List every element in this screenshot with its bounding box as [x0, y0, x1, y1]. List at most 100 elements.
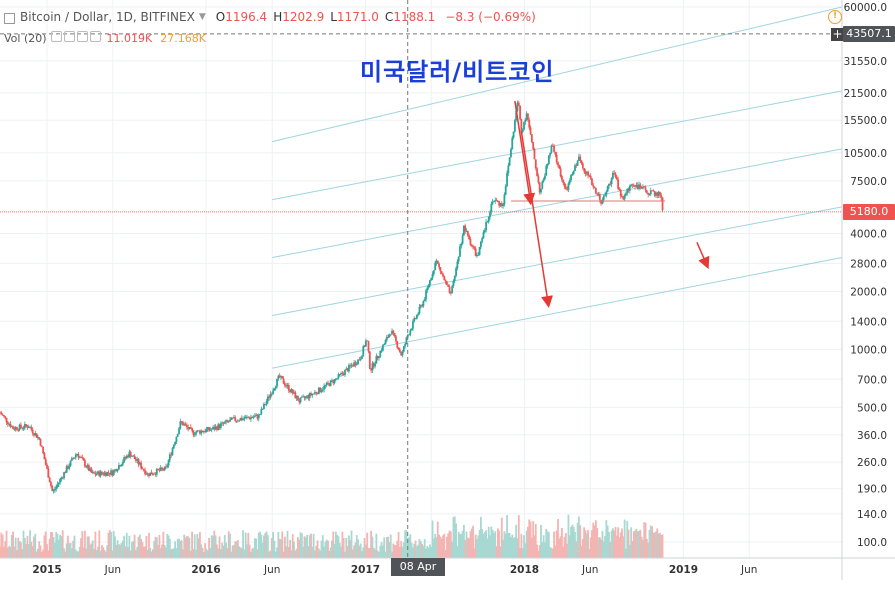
volume-bar — [503, 531, 506, 558]
volume-bar — [592, 522, 595, 558]
volume-bar — [272, 532, 275, 558]
candle-body — [172, 444, 175, 449]
volume-bar — [400, 541, 403, 558]
candle-body — [440, 271, 443, 274]
price-series — [0, 100, 664, 494]
volume-bar — [362, 547, 365, 558]
volume-bar — [1, 534, 4, 558]
volume-bar — [153, 541, 156, 558]
candle-body — [395, 336, 397, 342]
candle-body — [525, 113, 528, 120]
candle-body — [82, 458, 85, 461]
candle-body — [477, 254, 480, 256]
collapse-legend-button[interactable] — [4, 13, 15, 24]
candle-body — [435, 260, 438, 264]
volume-bar — [56, 533, 59, 558]
candle-body — [568, 180, 571, 184]
candle-body — [657, 191, 660, 196]
candle-body — [12, 426, 14, 430]
volume-bar — [63, 548, 65, 558]
candle-body — [346, 368, 349, 372]
candle-body — [451, 286, 454, 294]
candle-body — [354, 362, 357, 365]
candle-body — [461, 235, 464, 244]
volume-bar — [615, 535, 618, 558]
candle-body — [320, 390, 323, 392]
volume-bar — [120, 542, 123, 558]
volume-bar — [218, 536, 221, 558]
volume-bar — [42, 549, 45, 558]
volume-bar — [256, 549, 259, 558]
volume-bar — [89, 544, 92, 558]
volume-bar — [468, 538, 471, 558]
candle-body — [534, 159, 537, 169]
candle-body — [115, 469, 118, 472]
candle-body — [604, 195, 606, 197]
volume-bar — [353, 545, 356, 558]
candle-body — [344, 369, 346, 375]
candle-body — [507, 165, 510, 174]
volume-bar — [97, 546, 99, 558]
volume-bar — [264, 532, 267, 558]
volume-bar — [550, 547, 553, 558]
volume-bar — [333, 543, 336, 558]
volume-bar — [179, 540, 182, 558]
delete-icon[interactable] — [76, 31, 88, 42]
volume-bar — [564, 533, 567, 558]
candle-body — [209, 429, 212, 431]
candle-body — [625, 193, 627, 196]
settings-icon[interactable] — [63, 31, 75, 42]
volume-bar — [372, 547, 375, 558]
candle-body — [402, 346, 405, 352]
candle-body — [661, 197, 664, 211]
volume-bar — [18, 541, 21, 558]
candle-body — [376, 355, 379, 359]
volume-bar — [158, 535, 161, 558]
volume-bar — [485, 530, 488, 558]
eye-icon[interactable] — [50, 31, 62, 42]
candle-body — [125, 455, 128, 459]
volume-bar — [413, 543, 416, 558]
candle-body — [86, 465, 89, 468]
volume-bar — [315, 545, 318, 558]
volume-bar — [243, 549, 246, 558]
candle-body — [272, 390, 275, 395]
candle-body — [157, 468, 160, 470]
volume-bar — [286, 530, 289, 558]
candle-body — [176, 434, 179, 437]
volume-bar — [534, 524, 537, 558]
candle-body — [541, 181, 544, 189]
volume-tools[interactable] — [50, 31, 103, 45]
volume-bar — [36, 548, 39, 558]
candle-body — [16, 427, 18, 430]
alert-clock-icon[interactable]: ! — [828, 10, 842, 24]
candle-body — [409, 330, 412, 335]
chevron-down-icon[interactable]: ▼ — [198, 12, 206, 22]
volume-bar — [311, 546, 314, 558]
candle-body — [545, 165, 548, 176]
x-tick-label: 2019 — [669, 564, 698, 576]
volume-bar — [563, 536, 566, 558]
candle-body — [430, 278, 433, 281]
volume-bar — [434, 533, 437, 558]
y-tick-label: 1400.0 — [850, 316, 887, 328]
volume-bar — [387, 536, 390, 558]
volume-bar — [384, 551, 387, 558]
candle-body — [512, 131, 515, 138]
candle-body — [364, 340, 367, 347]
volume-bar — [148, 532, 150, 558]
candle-body — [148, 473, 150, 476]
candle-body — [640, 187, 643, 189]
candle-body — [10, 426, 13, 428]
volume-bar — [529, 521, 532, 558]
candle-body — [557, 162, 559, 166]
candle-body — [101, 471, 103, 474]
more-icon[interactable] — [89, 31, 101, 42]
volume-bar — [510, 537, 512, 558]
volume-bar — [68, 543, 71, 558]
candle-body — [513, 120, 516, 132]
price-chart[interactable]: 60000.0 31550.0 21500.0 15500.0 10500.0 7500.… — [0, 0, 895, 580]
add-plus-button[interactable]: + — [831, 27, 844, 41]
candle-body — [600, 199, 603, 204]
volume-bar — [477, 535, 480, 558]
